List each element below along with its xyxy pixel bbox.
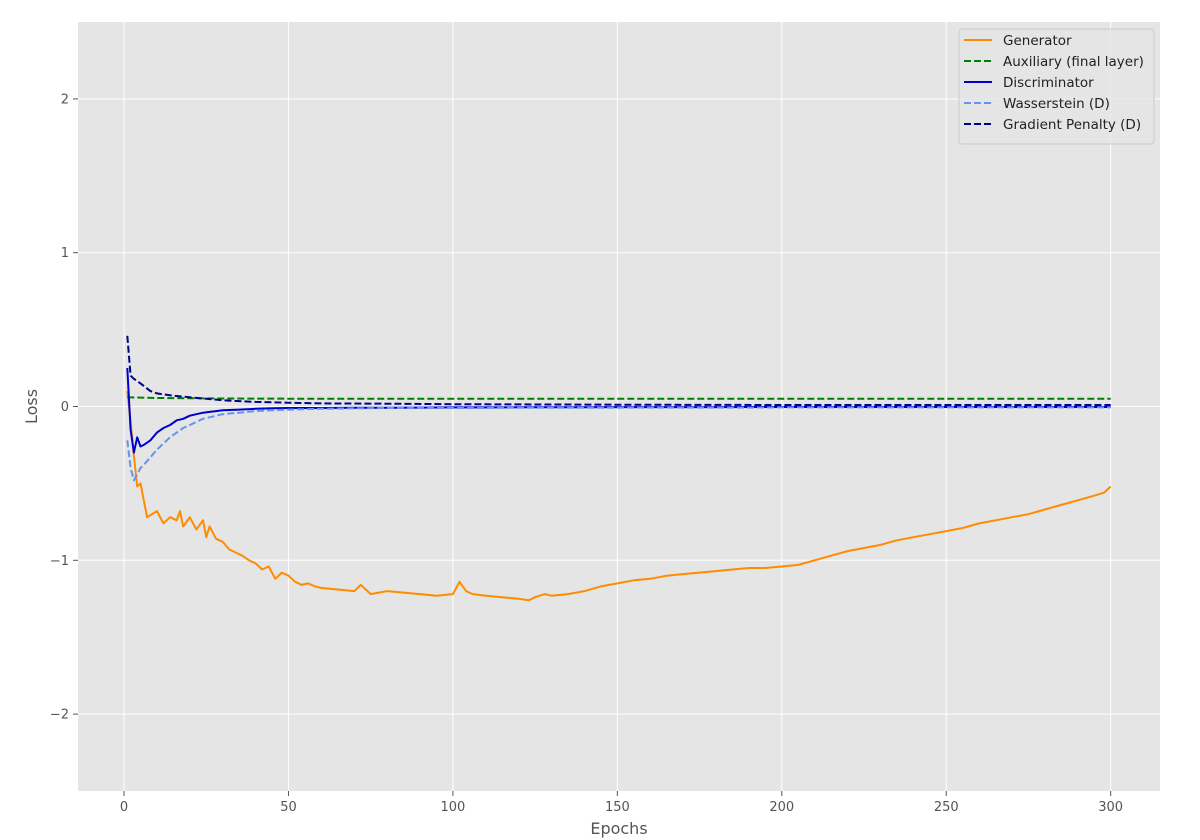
series-line-5 xyxy=(126,335,1111,406)
series-line-2 xyxy=(127,396,1111,400)
x-tick-label: 150 xyxy=(605,800,630,815)
y-tick-label: 2 xyxy=(61,92,69,107)
x-axis-label: Epochs xyxy=(590,819,647,838)
legend-label: Generator xyxy=(1003,33,1072,49)
series-line-4 xyxy=(126,406,1111,482)
x-tick-label: 0 xyxy=(120,800,128,815)
legend: Generator Auxiliary (final layer) Discrimi… xyxy=(958,28,1155,145)
x-tick-label: 50 xyxy=(280,800,297,815)
legend-label: Auxiliary (final layer) xyxy=(1003,54,1144,70)
x-axis-ticks: 0 50 100 150 200 250 300 xyxy=(120,791,1123,815)
y-axis-label: Loss xyxy=(22,389,41,424)
x-tick-label: 200 xyxy=(769,800,794,815)
y-tick-label: −1 xyxy=(50,554,69,569)
legend-label: Gradient Penalty (D) xyxy=(1003,117,1141,133)
legend-label: Wasserstein (D) xyxy=(1003,96,1110,112)
y-tick-label: 1 xyxy=(61,246,69,261)
series-line-1 xyxy=(126,390,1112,602)
x-tick-label: 100 xyxy=(441,800,466,815)
y-axis-ticks: −2 −1 0 1 2 xyxy=(50,92,78,723)
legend-box xyxy=(958,28,1155,145)
legend-label: Discriminator xyxy=(1003,75,1094,91)
x-tick-label: 250 xyxy=(934,800,959,815)
series-lines xyxy=(126,335,1112,602)
x-tick-label: 300 xyxy=(1098,800,1123,815)
y-tick-label: −2 xyxy=(50,708,69,723)
y-tick-label: 0 xyxy=(61,400,69,415)
